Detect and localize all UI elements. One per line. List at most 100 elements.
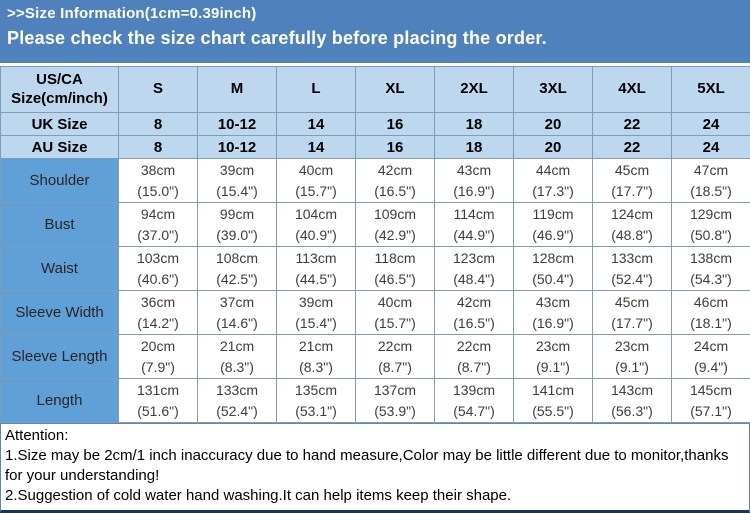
measure-cell: 99cm (39.0") bbox=[197, 202, 277, 247]
measure-cell: 118cm (46.5") bbox=[355, 246, 435, 291]
measure-inch: (8.3") bbox=[299, 358, 333, 375]
measure-cell: 39cm (15.4") bbox=[276, 290, 356, 335]
measure-inch: (17.7") bbox=[611, 182, 653, 199]
size-value-cell: 10-12 bbox=[197, 112, 277, 136]
measure-inch: (18.1") bbox=[690, 314, 732, 331]
measure-inch: (44.5") bbox=[295, 270, 337, 287]
measure-inch: (48.8") bbox=[611, 226, 653, 243]
measure-cell: 38cm (15.0") bbox=[118, 158, 198, 203]
measure-cell: 44cm (17.3") bbox=[513, 158, 593, 203]
measure-cell: 22cm (8.7") bbox=[355, 334, 435, 379]
measure-cell: 129cm (50.8") bbox=[671, 202, 750, 247]
measure-inch: (57.1") bbox=[690, 402, 732, 419]
measure-cell: 123cm (48.4") bbox=[434, 246, 514, 291]
measure-cell: 45cm (17.7") bbox=[592, 290, 672, 335]
measure-label-sleeve-length: Sleeve Length bbox=[0, 334, 119, 379]
measure-cm: 133cm bbox=[215, 382, 259, 399]
size-value-cell: 18 bbox=[434, 112, 514, 136]
col-header-4xl: 4XL bbox=[592, 66, 672, 113]
measure-cell: 139cm (54.7") bbox=[434, 378, 514, 423]
measure-cell: 47cm (18.5") bbox=[671, 158, 750, 203]
size-value-cell: 18 bbox=[434, 135, 514, 159]
measure-inch: (15.0") bbox=[137, 182, 179, 199]
measure-cm: 43cm bbox=[535, 294, 571, 311]
measure-cell: 133cm (52.4") bbox=[592, 246, 672, 291]
measure-inch: (52.4") bbox=[216, 402, 258, 419]
measure-inch: (39.0") bbox=[216, 226, 258, 243]
row-sleeve-length: Sleeve Length 20cm (7.9") 21cm (8.3") 21cm (8.… bbox=[0, 334, 750, 379]
measure-inch: (46.9") bbox=[532, 226, 574, 243]
measure-cm: 109cm bbox=[373, 206, 417, 223]
measure-inch: (55.5") bbox=[532, 402, 574, 419]
measure-cm: 21cm bbox=[298, 338, 334, 355]
measure-inch: (8.7") bbox=[457, 358, 491, 375]
measure-inch: (53.9") bbox=[374, 402, 416, 419]
measure-cm: 37cm bbox=[219, 294, 255, 311]
size-value-cell: 22 bbox=[592, 112, 672, 136]
measure-cell: 113cm (44.5") bbox=[276, 246, 356, 291]
measure-cm: 43cm bbox=[456, 162, 492, 179]
measure-inch: (16.9") bbox=[532, 314, 574, 331]
measure-inch: (40.6") bbox=[137, 270, 179, 287]
size-value-cell: 10-12 bbox=[197, 135, 277, 159]
row-waist: Waist 103cm (40.6") 108cm (42.5") 113cm (44.5"… bbox=[0, 246, 750, 291]
measure-cm: 129cm bbox=[689, 206, 733, 223]
size-value-cell: 8 bbox=[118, 135, 198, 159]
measure-cell: 94cm (37.0") bbox=[118, 202, 198, 247]
measure-cell: 119cm (46.9") bbox=[513, 202, 593, 247]
measure-inch: (16.5") bbox=[374, 182, 416, 199]
measure-cell: 104cm (40.9") bbox=[276, 202, 356, 247]
size-value-cell: 14 bbox=[276, 135, 356, 159]
measure-cm: 45cm bbox=[614, 294, 650, 311]
measure-cm: 108cm bbox=[215, 250, 259, 267]
measure-inch: (54.7") bbox=[453, 402, 495, 419]
measure-cm: 23cm bbox=[614, 338, 650, 355]
measure-cell: 45cm (17.7") bbox=[592, 158, 672, 203]
row-shoulder: Shoulder 38cm (15.0") 39cm (15.4") 40cm (15.7"… bbox=[0, 158, 750, 203]
measure-inch: (52.4") bbox=[611, 270, 653, 287]
measure-cell: 22cm (8.7") bbox=[434, 334, 514, 379]
measure-cm: 138cm bbox=[689, 250, 733, 267]
measure-inch: (48.4") bbox=[453, 270, 495, 287]
measure-label-bust: Bust bbox=[0, 202, 119, 247]
measure-cm: 124cm bbox=[610, 206, 654, 223]
measure-inch: (8.7") bbox=[378, 358, 412, 375]
banner-subtitle: Please check the size chart carefully be… bbox=[7, 28, 547, 48]
measure-cm: 22cm bbox=[377, 338, 413, 355]
size-info-banner: >>Size Information(1cm=0.39inch) Please … bbox=[0, 0, 750, 63]
size-table-body: UK Size 8 10-12 14 16 18 20 22 24 AU Size 8 10-12 14… bbox=[0, 112, 750, 423]
measure-cell: 23cm (9.1") bbox=[592, 334, 672, 379]
size-value-cell: 14 bbox=[276, 112, 356, 136]
measure-inch: (37.0") bbox=[137, 226, 179, 243]
measure-inch: (50.4") bbox=[532, 270, 574, 287]
attention-note-2: 2.Suggestion of cold water hand washing.… bbox=[5, 486, 512, 504]
measure-inch: (44.9") bbox=[453, 226, 495, 243]
measure-cm: 128cm bbox=[531, 250, 575, 267]
measure-cm: 42cm bbox=[456, 294, 492, 311]
measure-cm: 103cm bbox=[136, 250, 180, 267]
col-header-s: S bbox=[118, 66, 198, 113]
measure-inch: (15.4") bbox=[216, 182, 258, 199]
measure-cell: 39cm (15.4") bbox=[197, 158, 277, 203]
measure-cell: 128cm (50.4") bbox=[513, 246, 593, 291]
size-value-cell: 20 bbox=[513, 112, 593, 136]
measure-inch: (9.4") bbox=[694, 358, 728, 375]
measure-cell: 141cm (55.5") bbox=[513, 378, 593, 423]
measure-inch: (15.4") bbox=[295, 314, 337, 331]
measure-inch: (17.3") bbox=[532, 182, 574, 199]
measure-inch: (18.5") bbox=[690, 182, 732, 199]
row-length: Length 131cm (51.6") 133cm (52.4") 135cm (53.1… bbox=[0, 378, 750, 423]
size-value-cell: 24 bbox=[671, 112, 750, 136]
measure-cm: 133cm bbox=[610, 250, 654, 267]
measure-cm: 94cm bbox=[140, 206, 176, 223]
measure-cm: 24cm bbox=[693, 338, 729, 355]
size-value-cell: 20 bbox=[513, 135, 593, 159]
measure-cm: 23cm bbox=[535, 338, 571, 355]
measure-inch: (50.8") bbox=[690, 226, 732, 243]
measure-cm: 21cm bbox=[219, 338, 255, 355]
row-uk-size: UK Size 8 10-12 14 16 18 20 22 24 bbox=[0, 112, 750, 136]
measure-cell: 42cm (16.5") bbox=[434, 290, 514, 335]
measure-inch: (54.3") bbox=[690, 270, 732, 287]
measure-cell: 135cm (53.1") bbox=[276, 378, 356, 423]
measure-cell: 42cm (16.5") bbox=[355, 158, 435, 203]
